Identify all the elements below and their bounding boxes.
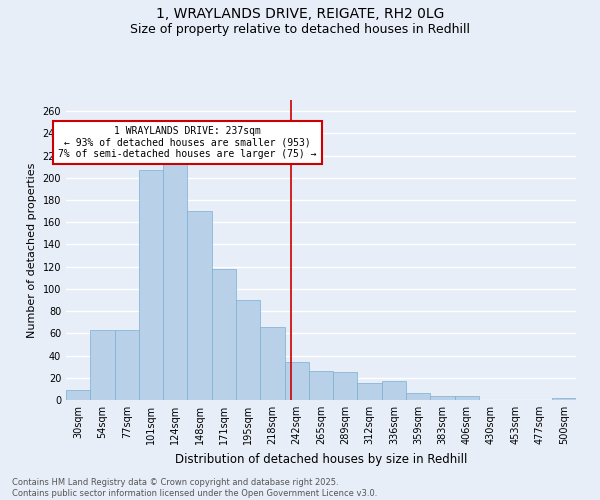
Bar bbox=[358, 384, 382, 400]
Text: 1, WRAYLANDS DRIVE, REIGATE, RH2 0LG: 1, WRAYLANDS DRIVE, REIGATE, RH2 0LG bbox=[156, 8, 444, 22]
Bar bbox=[406, 394, 430, 400]
Bar bbox=[455, 396, 479, 400]
Text: 1 WRAYLANDS DRIVE: 237sqm
← 93% of detached houses are smaller (953)
7% of semi-: 1 WRAYLANDS DRIVE: 237sqm ← 93% of detac… bbox=[58, 126, 317, 159]
Bar bbox=[552, 398, 576, 400]
Bar bbox=[309, 371, 333, 400]
Bar bbox=[430, 396, 455, 400]
Bar bbox=[163, 161, 187, 400]
Y-axis label: Number of detached properties: Number of detached properties bbox=[27, 162, 37, 338]
Bar bbox=[139, 170, 163, 400]
Bar bbox=[333, 372, 358, 400]
Bar bbox=[212, 269, 236, 400]
Bar bbox=[382, 381, 406, 400]
Bar bbox=[284, 362, 309, 400]
Bar bbox=[260, 326, 284, 400]
Text: Size of property relative to detached houses in Redhill: Size of property relative to detached ho… bbox=[130, 22, 470, 36]
Bar bbox=[90, 330, 115, 400]
Bar bbox=[236, 300, 260, 400]
X-axis label: Distribution of detached houses by size in Redhill: Distribution of detached houses by size … bbox=[175, 452, 467, 466]
Bar bbox=[115, 330, 139, 400]
Bar bbox=[66, 390, 90, 400]
Text: Contains HM Land Registry data © Crown copyright and database right 2025.
Contai: Contains HM Land Registry data © Crown c… bbox=[12, 478, 377, 498]
Bar bbox=[187, 211, 212, 400]
